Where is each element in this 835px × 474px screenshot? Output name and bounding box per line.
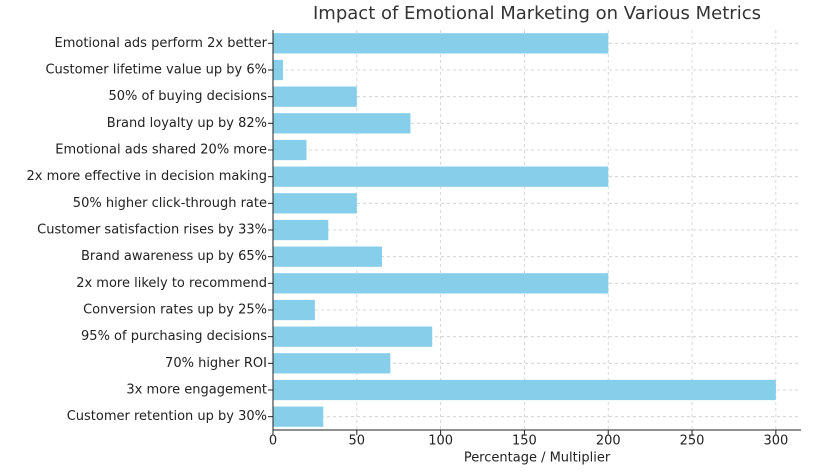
bar bbox=[273, 353, 391, 374]
y-tick-label: 3x more engagement bbox=[126, 383, 267, 398]
y-tick-label: Emotional ads shared 20% more bbox=[55, 143, 267, 158]
x-tick-label: 300 bbox=[763, 434, 788, 449]
y-tick-label: Customer satisfaction rises by 33% bbox=[37, 223, 267, 238]
bar bbox=[273, 379, 776, 401]
y-tick-label: 70% higher ROI bbox=[165, 356, 267, 371]
bar bbox=[273, 59, 284, 81]
bar bbox=[273, 273, 609, 294]
y-tick-label: 2x more effective in decision making bbox=[27, 169, 268, 184]
bar bbox=[273, 326, 433, 347]
bar bbox=[273, 33, 609, 54]
y-tick-label: Conversion rates up by 25% bbox=[83, 303, 267, 318]
bar bbox=[273, 246, 382, 267]
y-tick-label: 95% of purchasing decisions bbox=[81, 329, 267, 344]
bar bbox=[273, 166, 609, 187]
y-tick-label: 50% higher click-through rate bbox=[73, 196, 267, 211]
x-axis-label: Percentage / Multiplier bbox=[464, 451, 611, 466]
bar bbox=[273, 299, 315, 321]
bar bbox=[273, 219, 329, 241]
y-tick-label: Brand awareness up by 65% bbox=[81, 249, 267, 264]
bar bbox=[273, 86, 357, 107]
y-tick-label: 2x more likely to recommend bbox=[76, 276, 267, 291]
x-tick-label: 50 bbox=[349, 434, 366, 449]
x-tick-label: 150 bbox=[512, 434, 537, 449]
x-tick-label: 100 bbox=[428, 434, 453, 449]
chart-title: Impact of Emotional Marketing on Various… bbox=[313, 3, 761, 24]
y-tick-label: Customer lifetime value up by 6% bbox=[45, 63, 267, 78]
y-tick-label: Customer retention up by 30% bbox=[67, 409, 267, 424]
y-tick-label: Brand loyalty up by 82% bbox=[107, 116, 267, 131]
x-tick-label: 0 bbox=[269, 434, 277, 449]
bar bbox=[273, 139, 307, 161]
y-tick-label: Emotional ads perform 2x better bbox=[55, 36, 268, 51]
bar bbox=[273, 113, 411, 134]
y-tick-label: 50% of buying decisions bbox=[109, 89, 268, 104]
bar bbox=[273, 406, 324, 427]
x-tick-label: 200 bbox=[596, 434, 621, 449]
x-tick-label: 250 bbox=[680, 434, 705, 449]
bar bbox=[273, 193, 357, 214]
